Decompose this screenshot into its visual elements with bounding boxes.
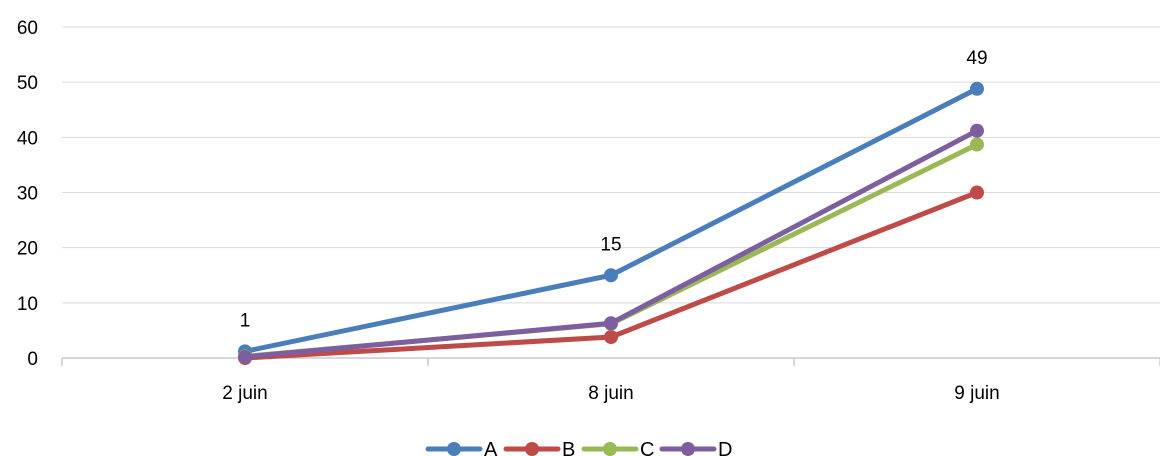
legend: A B C D <box>425 439 732 456</box>
data-point <box>970 81 984 96</box>
data-label: 15 <box>600 234 621 255</box>
data-label: 49 <box>966 48 987 69</box>
data-point <box>604 268 618 283</box>
legend-item-C: C <box>581 439 654 456</box>
legend-label: B <box>562 439 575 456</box>
x-tick-label: 2 juin <box>222 383 267 404</box>
legend-marker <box>603 442 617 456</box>
data-point <box>238 349 252 364</box>
data-label: 1 <box>240 310 251 331</box>
legend-label: C <box>640 439 654 456</box>
x-tick-label: 8 juin <box>588 383 633 404</box>
y-tick-label: 60 <box>17 18 38 39</box>
series-layer <box>238 81 984 365</box>
legend-item-A: A <box>425 439 498 456</box>
series-D <box>238 123 984 364</box>
data-labels: 1 15 49 <box>240 48 988 332</box>
y-tick-label: 50 <box>17 73 38 94</box>
y-tick-label: 10 <box>17 294 38 315</box>
x-tick-label: 9 juin <box>954 383 999 404</box>
y-axis: 0 10 20 30 40 50 60 <box>17 18 38 370</box>
data-point <box>604 330 618 345</box>
gridlines <box>62 26 1160 304</box>
legend-marker <box>681 442 695 456</box>
data-point <box>970 137 984 152</box>
legend-marker <box>447 442 461 456</box>
y-tick-label: 20 <box>17 239 38 260</box>
y-tick-label: 0 <box>27 349 38 370</box>
legend-marker <box>525 442 539 456</box>
y-tick-label: 30 <box>17 184 38 205</box>
data-point <box>970 185 984 200</box>
data-point <box>604 316 618 331</box>
legend-label: A <box>484 439 498 456</box>
legend-item-D: D <box>659 439 732 456</box>
series-line <box>242 86 980 354</box>
y-tick-label: 40 <box>17 128 38 149</box>
legend-label: D <box>718 439 732 456</box>
legend-item-B: B <box>503 439 575 456</box>
data-point <box>970 123 984 138</box>
x-axis: 2 juin 8 juin 9 juin <box>61 357 1160 404</box>
